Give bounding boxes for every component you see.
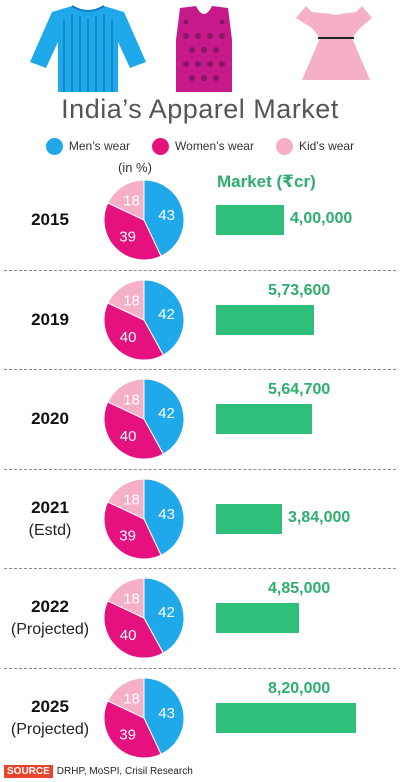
market-value-label: 5,64,700 bbox=[268, 381, 331, 398]
pie-label-womens: 40 bbox=[120, 328, 137, 345]
pie-slice-womens bbox=[103, 401, 164, 460]
market-value-label: 3,84,000 bbox=[288, 508, 351, 526]
market-header: Market (₹cr) bbox=[217, 172, 316, 191]
chart-title: India’s Apparel Market bbox=[61, 94, 339, 124]
market-value-label: 8,20,000 bbox=[268, 679, 331, 697]
pie-label-mens: 42 bbox=[158, 405, 175, 422]
market-value-label: 4,85,000 bbox=[268, 580, 331, 597]
year-sublabel: (Projected) bbox=[10, 720, 90, 738]
pie-slice-mens bbox=[143, 179, 185, 257]
legend-label-mens: Men’s wear bbox=[68, 139, 131, 153]
pie-slice-kids bbox=[107, 179, 145, 221]
pie-label-mens: 43 bbox=[158, 704, 175, 721]
legend-swatch-womens bbox=[152, 137, 170, 155]
pie-chart: 42 40 18 bbox=[103, 278, 185, 360]
year-label: 2025 bbox=[31, 696, 69, 716]
pie-slice-kids bbox=[107, 378, 145, 420]
pie-slice-mens bbox=[143, 577, 185, 654]
market-bar bbox=[216, 702, 356, 733]
pie-slice-kids bbox=[107, 477, 145, 520]
legend-swatch-kids bbox=[275, 137, 293, 155]
pie-slice-womens bbox=[103, 500, 162, 559]
pie-label-womens: 40 bbox=[120, 627, 137, 644]
year-label: 2021 bbox=[31, 497, 69, 517]
pie-label-kids: 18 bbox=[123, 292, 140, 309]
year-label: 2022 bbox=[31, 597, 69, 616]
pie-slice-womens bbox=[103, 202, 162, 261]
pie-chart: 43 39 18 bbox=[103, 676, 185, 758]
pie-label-mens: 42 bbox=[158, 306, 175, 323]
pie-label-womens: 39 bbox=[119, 726, 136, 743]
year-sublabel: (Projected) bbox=[10, 621, 90, 638]
market-value-label: 4,00,000 bbox=[290, 210, 353, 227]
pie-slice-kids bbox=[107, 278, 145, 321]
market-bar bbox=[216, 205, 284, 235]
pie-slice-mens bbox=[143, 278, 185, 356]
pie-slice-womens bbox=[103, 301, 164, 360]
pie-slice-mens bbox=[143, 477, 185, 556]
apparel-illustrations bbox=[30, 5, 372, 92]
pie-slice-kids bbox=[107, 577, 145, 619]
year-label: 2020 bbox=[31, 409, 69, 428]
year-label: 2015 bbox=[31, 210, 69, 229]
row-divider bbox=[4, 568, 396, 569]
footer: SOURCE DRHP, MoSPI, Crisil Research bbox=[4, 765, 193, 778]
source-tag: SOURCE bbox=[4, 765, 53, 778]
pie-label-mens: 42 bbox=[158, 604, 175, 621]
source-text: DRHP, MoSPI, Crisil Research bbox=[56, 766, 193, 777]
pie-chart: 43 39 18 bbox=[103, 477, 185, 559]
market-bar bbox=[216, 304, 314, 335]
pie-slice-mens bbox=[143, 676, 185, 755]
row-divider bbox=[4, 369, 396, 370]
frock-icon bbox=[296, 6, 372, 80]
shirt-icon bbox=[30, 5, 146, 92]
pie-label-kids: 18 bbox=[123, 192, 140, 209]
row-divider bbox=[4, 468, 396, 470]
unit-note: (in %) bbox=[118, 160, 152, 175]
legend-label-kids: Kid’s wear bbox=[298, 139, 355, 153]
year-sublabel: (Estd) bbox=[28, 521, 72, 539]
pie-label-womens: 40 bbox=[120, 428, 137, 445]
pie-chart: 42 40 18 bbox=[103, 577, 185, 659]
pie-label-womens: 39 bbox=[119, 527, 136, 544]
pie-slice-womens bbox=[103, 600, 164, 659]
pie-label-mens: 43 bbox=[158, 505, 175, 522]
pie-label-mens: 43 bbox=[158, 207, 175, 224]
legend-item-kids: Kid’s wear bbox=[275, 137, 355, 155]
legend-item-womens: Women’s wear bbox=[152, 137, 254, 155]
row-divider bbox=[4, 269, 396, 271]
legend: Men’s wear Women’s wear Kid’s wear bbox=[0, 136, 400, 156]
pie-label-kids: 18 bbox=[123, 690, 140, 707]
legend-swatch-mens bbox=[45, 137, 63, 155]
pie-chart: 43 39 18 bbox=[103, 179, 185, 261]
market-bar bbox=[216, 603, 299, 633]
kurta-icon bbox=[176, 6, 232, 92]
market-bar bbox=[216, 503, 282, 534]
pie-slice-mens bbox=[143, 378, 185, 455]
pie-label-womens: 39 bbox=[119, 228, 136, 245]
row-divider bbox=[4, 667, 396, 669]
pie-label-kids: 18 bbox=[123, 491, 140, 508]
legend-item-mens: Men’s wear bbox=[45, 137, 131, 155]
pie-slice-womens bbox=[103, 699, 162, 758]
pie-slice-kids bbox=[107, 676, 145, 719]
market-value-label: 5,73,600 bbox=[268, 281, 331, 299]
legend-label-womens: Women’s wear bbox=[175, 139, 254, 153]
pie-label-kids: 18 bbox=[123, 391, 140, 408]
market-bar bbox=[216, 404, 312, 434]
pie-chart: 42 40 18 bbox=[103, 378, 185, 460]
pie-label-kids: 18 bbox=[123, 590, 140, 607]
year-label: 2019 bbox=[31, 309, 69, 329]
